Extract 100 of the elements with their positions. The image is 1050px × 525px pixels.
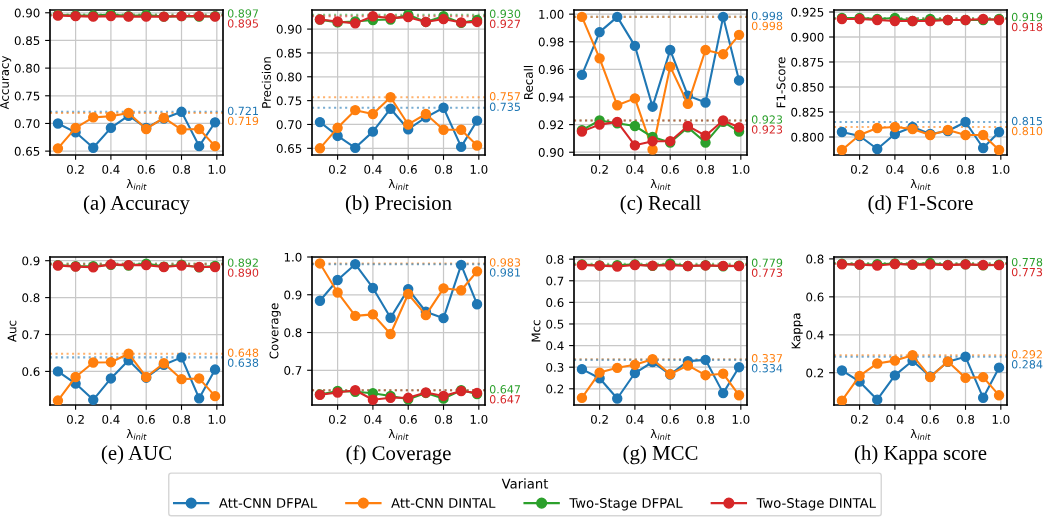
y-tick-label: 0.900 bbox=[791, 32, 824, 42]
legend-label: Att-CNN DFPAL bbox=[219, 497, 318, 508]
x-tick-label: 0.2 bbox=[850, 414, 868, 424]
x-tick-label: 0.4 bbox=[102, 414, 120, 424]
ref-line-label: 0.334 bbox=[751, 364, 783, 373]
ref-line-label: 0.815 bbox=[1011, 116, 1043, 126]
y-tick-label: 0.5 bbox=[546, 319, 564, 329]
ref-line-label: 0.779 bbox=[751, 258, 783, 267]
ref-line-label: 0.721 bbox=[227, 106, 258, 116]
ref-line-label: 0.890 bbox=[227, 268, 259, 277]
ref-line-label: 0.719 bbox=[227, 116, 259, 126]
ref-line-label: 0.892 bbox=[227, 258, 258, 267]
x-tick-label: 1.0 bbox=[208, 164, 226, 174]
x-tick-label: 0.8 bbox=[172, 414, 191, 424]
y-tick-label: 0.90 bbox=[276, 24, 302, 34]
y-tick-label: 1.0 bbox=[284, 252, 302, 262]
x-axis-title: λ$_{init}$ bbox=[910, 428, 931, 440]
text: (g) MCC bbox=[623, 445, 698, 465]
x-tick-label: 0.4 bbox=[626, 414, 644, 424]
x-tick-label: 1.0 bbox=[732, 164, 750, 174]
ref-line-label: 0.773 bbox=[751, 268, 783, 277]
x-tick-label: 1.0 bbox=[992, 164, 1010, 174]
ref-line-label: 0.895 bbox=[227, 19, 259, 28]
x-tick-label: 0.2 bbox=[66, 414, 84, 424]
y-tick-label: 0.825 bbox=[791, 107, 824, 117]
x-tick-label: 0.4 bbox=[626, 164, 644, 174]
y-tick-label: 0.94 bbox=[538, 92, 564, 102]
x-tick-label: 0.2 bbox=[328, 164, 346, 174]
y-axis-title: Kappa bbox=[791, 313, 803, 349]
ref-line-label: 0.647 bbox=[489, 395, 521, 404]
text: (f) Coverage bbox=[346, 445, 451, 465]
ref-line-label: 0.810 bbox=[1011, 126, 1043, 136]
text: (h) Kappa score bbox=[854, 445, 987, 465]
y-tick-label: 0.875 bbox=[791, 57, 824, 67]
x-tick-label: 0.2 bbox=[590, 414, 608, 424]
y-tick-label: 0.85 bbox=[276, 48, 302, 58]
x-tick-label: 1.0 bbox=[470, 164, 488, 174]
x-tick-label: 0.6 bbox=[137, 414, 155, 424]
y-axis-title: Recall bbox=[523, 66, 533, 99]
ref-line-label: 0.998 bbox=[751, 21, 783, 31]
y-tick-label: 0.8 bbox=[22, 293, 40, 303]
legend-label: Two-Stage DINTAL bbox=[756, 497, 876, 511]
ref-line-label: 0.918 bbox=[1011, 22, 1043, 32]
ref-line-label: 0.647 bbox=[489, 385, 521, 394]
ref-line-label: 0.998 bbox=[751, 11, 783, 21]
ref-line-label: 0.648 bbox=[227, 348, 259, 357]
y-tick-label: 0.4 bbox=[806, 330, 824, 340]
x-tick-label: 0.8 bbox=[434, 414, 453, 424]
y-tick-label: 0.92 bbox=[538, 120, 564, 130]
y-tick-label: 0.925 bbox=[791, 7, 824, 17]
x-tick-label: 0.8 bbox=[956, 164, 975, 174]
x-tick-label: 1.0 bbox=[732, 414, 750, 424]
ref-line-label: 0.773 bbox=[1011, 267, 1043, 277]
y-tick-label: 0.75 bbox=[14, 91, 40, 101]
x-axis-title: λ$_{init}$ bbox=[126, 178, 147, 190]
x-tick-label: 1.0 bbox=[992, 414, 1010, 424]
text: (b) Precision bbox=[345, 195, 452, 215]
y-tick-label: 0.80 bbox=[276, 72, 302, 82]
x-tick-label: 0.8 bbox=[956, 414, 975, 424]
x-tick-label: 0.2 bbox=[850, 164, 868, 174]
x-tick-label: 0.6 bbox=[399, 164, 417, 174]
y-tick-label: 0.85 bbox=[14, 36, 40, 46]
x-axis-title: λ$_{init}$ bbox=[126, 428, 147, 440]
x-tick-label: 0.2 bbox=[328, 414, 346, 424]
x-tick-label: 0.4 bbox=[886, 414, 904, 424]
y-tick-label: 0.9 bbox=[284, 290, 302, 300]
text: (a) Accuracy bbox=[83, 195, 190, 215]
y-tick-label: 0.800 bbox=[791, 132, 824, 142]
x-tick-label: 0.6 bbox=[661, 414, 679, 424]
ref-line-label: 0.930 bbox=[489, 9, 521, 18]
ref-line-label: 0.284 bbox=[1011, 360, 1043, 369]
y-tick-label: 0.850 bbox=[791, 82, 824, 92]
ref-line-label: 0.897 bbox=[227, 9, 259, 18]
y-tick-label: 1.00 bbox=[539, 9, 564, 19]
y-tick-label: 0.3 bbox=[546, 362, 564, 372]
y-axis-title: Auc bbox=[7, 320, 17, 342]
y-tick-label: 0.7 bbox=[284, 365, 302, 375]
y-tick-label: 0.2 bbox=[806, 368, 824, 378]
y-tick-label: 0.70 bbox=[276, 120, 302, 130]
ref-line-label: 0.923 bbox=[751, 125, 783, 134]
text: (c) Recall bbox=[620, 195, 701, 215]
ref-line-label: 0.757 bbox=[489, 92, 521, 101]
ref-line-label: 0.927 bbox=[489, 19, 521, 28]
y-tick-label: 0.7 bbox=[546, 276, 564, 286]
y-axis-title: Accuracy bbox=[0, 55, 12, 110]
ref-line-label: 0.983 bbox=[489, 258, 521, 267]
y-tick-label: 0.8 bbox=[806, 254, 824, 264]
text: (d) F1-Score bbox=[868, 195, 973, 215]
x-tick-label: 0.4 bbox=[886, 164, 904, 174]
legend-title: Variant bbox=[501, 478, 549, 489]
y-tick-label: 0.65 bbox=[14, 146, 40, 156]
y-tick-label: 0.4 bbox=[546, 341, 564, 351]
x-tick-label: 0.6 bbox=[399, 414, 417, 424]
y-tick-label: 0.90 bbox=[538, 147, 564, 157]
x-tick-label: 0.6 bbox=[661, 164, 679, 174]
ref-line-label: 0.735 bbox=[489, 102, 521, 111]
legend-label: Att-CNN DINTAL bbox=[391, 497, 496, 508]
y-tick-label: 0.9 bbox=[22, 256, 40, 266]
y-tick-label: 0.75 bbox=[276, 96, 302, 106]
x-tick-label: 0.4 bbox=[364, 414, 382, 424]
